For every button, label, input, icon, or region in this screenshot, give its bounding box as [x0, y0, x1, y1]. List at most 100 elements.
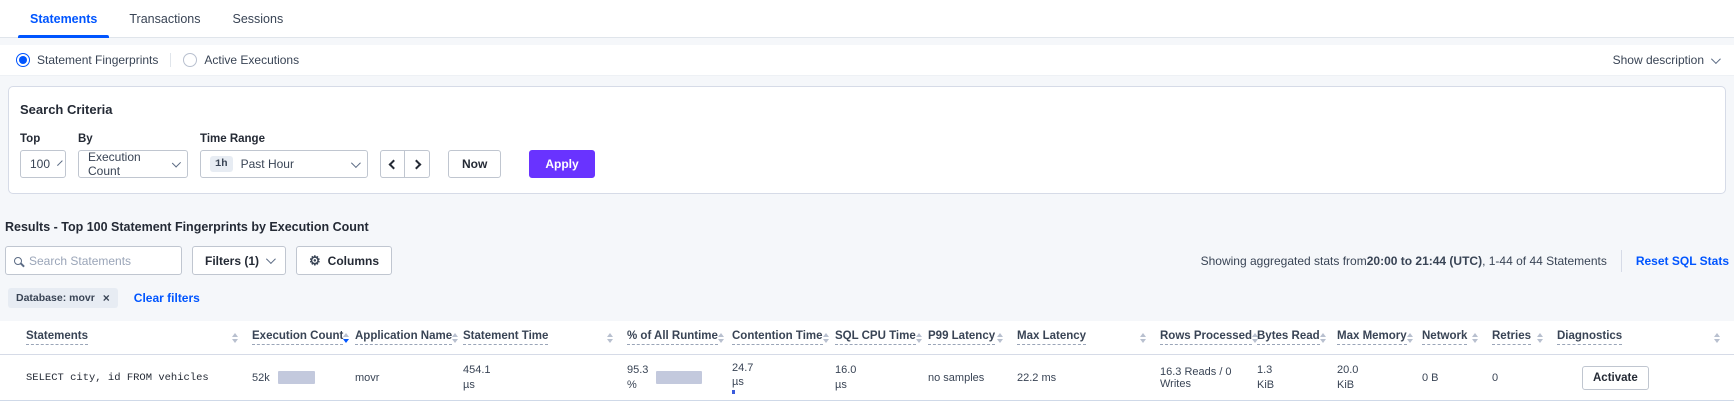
time-next-button[interactable]	[405, 150, 430, 178]
now-button[interactable]: Now	[448, 150, 502, 178]
results-title: Results - Top 100 Statement Fingerprints…	[5, 220, 369, 234]
results-toolbar: Filters (1) ⚙ Columns Showing aggregated…	[5, 246, 1729, 275]
col-header-contention-time[interactable]: Contention Time	[732, 330, 835, 345]
max-latency-cell: 22.2 ms	[1017, 371, 1057, 384]
filters-button[interactable]: Filters (1)	[192, 246, 287, 275]
sort-icon[interactable]	[1537, 332, 1543, 343]
radio-unselected-icon	[183, 53, 198, 67]
contention-time-cell: 24.7 µs	[732, 361, 835, 395]
sort-icon[interactable]	[1319, 332, 1326, 343]
rows-processed-cell: 16.3 Reads / 0 Writes	[1160, 365, 1232, 390]
sort-icon[interactable]	[452, 332, 459, 343]
sort-icon-active-desc[interactable]	[343, 332, 350, 343]
stats-range: 20:00 to 21:44 (UTC)	[1366, 253, 1483, 268]
time-prev-button[interactable]	[380, 150, 405, 178]
col-header-retries[interactable]: Retries	[1492, 330, 1557, 345]
statement-link[interactable]: SELECT city, id FROM vehicles	[26, 371, 209, 384]
apply-button[interactable]: Apply	[529, 150, 595, 178]
filters-label: Filters (1)	[205, 253, 260, 268]
divider	[170, 53, 172, 67]
show-description-toggle[interactable]: Show description	[1612, 53, 1721, 67]
sort-icon[interactable]	[997, 332, 1003, 343]
chevron-down-icon	[171, 157, 181, 168]
sort-icon[interactable]	[1252, 332, 1259, 343]
execution-count-cell: 52k	[252, 371, 355, 384]
radio-statement-fingerprints[interactable]: Statement Fingerprints	[16, 53, 158, 67]
reset-sql-stats-link[interactable]: Reset SQL Stats	[1635, 253, 1729, 268]
divider	[1620, 249, 1622, 272]
show-description-label: Show description	[1612, 53, 1704, 67]
chevron-down-icon	[57, 159, 63, 166]
col-header-application-name[interactable]: Application Name	[355, 330, 463, 345]
col-header-network[interactable]: Network	[1422, 330, 1492, 345]
col-header-max-latency[interactable]: Max Latency	[1017, 330, 1160, 345]
by-label: By	[78, 133, 93, 145]
database-filter-chip[interactable]: Database: movr ×	[8, 288, 118, 308]
contention-bar	[732, 390, 735, 395]
aggregated-stats-line: Showing aggregated stats from 20:00 to 2…	[1201, 254, 1607, 268]
diagnostics-cell: Activate	[1557, 365, 1734, 390]
time-range-value: Past Hour	[240, 157, 294, 171]
sql-activity-tabbar: Statements Transactions Sessions	[0, 0, 1734, 38]
chevron-down-icon	[350, 157, 361, 168]
col-header-execution-count[interactable]: Execution Count	[252, 330, 355, 345]
by-value: Execution Count	[88, 150, 141, 178]
statement-row: SELECT city, id FROM vehicles 52k movr 4…	[0, 355, 1734, 401]
sort-icon[interactable]	[717, 332, 724, 343]
col-header-statement-time[interactable]: Statement Time	[463, 330, 627, 345]
col-header-statements[interactable]: Statements	[26, 330, 252, 345]
statements-table: Statements Execution Count Application N…	[0, 321, 1734, 401]
col-header-p99-latency[interactable]: P99 Latency	[928, 330, 1017, 345]
execution-count-bar	[277, 371, 315, 384]
statement-time-cell: 454.1 µs	[463, 364, 491, 391]
sort-icon[interactable]	[1140, 332, 1146, 343]
tab-statements[interactable]: Statements	[14, 2, 113, 38]
sort-icon[interactable]	[1406, 332, 1413, 343]
sort-icon[interactable]	[232, 332, 238, 343]
tab-transactions[interactable]: Transactions	[129, 12, 201, 26]
clear-filters-link[interactable]: Clear filters	[133, 291, 200, 305]
sort-icon[interactable]	[607, 332, 613, 343]
time-range-select[interactable]: 1h Past Hour	[200, 150, 368, 178]
columns-button[interactable]: ⚙ Columns	[296, 246, 393, 275]
top-select[interactable]: 100	[20, 150, 66, 178]
chevron-down-icon	[1710, 53, 1721, 64]
col-header-rows-processed[interactable]: Rows Processed	[1160, 330, 1259, 345]
bytes-read-cell: 1.3 KiB	[1257, 364, 1275, 391]
chip-label: Database: movr	[16, 292, 95, 304]
radio-selected-icon	[16, 53, 30, 67]
search-icon	[14, 256, 22, 265]
top-label: Top	[20, 133, 41, 145]
col-header-pct-runtime[interactable]: % of All Runtime	[627, 330, 732, 345]
gear-icon: ⚙	[309, 253, 321, 268]
sort-icon[interactable]	[822, 332, 829, 343]
search-criteria-title: Search Criteria	[20, 102, 113, 117]
activate-diagnostics-button[interactable]: Activate	[1582, 365, 1649, 390]
pct-runtime-cell: 95.3 %	[627, 363, 732, 392]
chevron-down-icon	[265, 254, 276, 265]
close-icon[interactable]: ×	[102, 291, 110, 305]
sort-icon[interactable]	[915, 332, 922, 343]
sort-icon[interactable]	[1472, 332, 1478, 343]
tab-sessions[interactable]: Sessions	[232, 12, 284, 26]
col-header-diagnostics[interactable]: Diagnostics	[1557, 330, 1734, 345]
col-header-bytes-read[interactable]: Bytes Read	[1257, 330, 1337, 345]
max-memory-cell: 20.0 KiB	[1337, 364, 1359, 391]
search-statements-box[interactable]	[5, 246, 184, 275]
by-select[interactable]: Execution Count	[78, 150, 188, 178]
sort-icon[interactable]	[1714, 332, 1720, 343]
application-name-cell: movr	[355, 371, 380, 384]
time-range-label: Time Range	[200, 133, 265, 145]
chevron-left-icon	[388, 159, 399, 169]
search-statements-input[interactable]	[29, 253, 184, 268]
radio-label: Statement Fingerprints	[37, 53, 159, 67]
top-value: 100	[30, 157, 51, 171]
p99-latency-cell: no samples	[928, 371, 985, 384]
radio-active-executions[interactable]: Active Executions	[183, 53, 299, 67]
network-cell: 0 B	[1422, 371, 1439, 384]
col-header-sql-cpu-time[interactable]: SQL CPU Time	[835, 330, 928, 345]
pct-runtime-bar	[656, 371, 703, 384]
time-range-badge: 1h	[210, 156, 233, 172]
stats-suffix: , 1-44 of 44 Statements	[1482, 253, 1607, 268]
col-header-max-memory[interactable]: Max Memory	[1337, 330, 1422, 345]
